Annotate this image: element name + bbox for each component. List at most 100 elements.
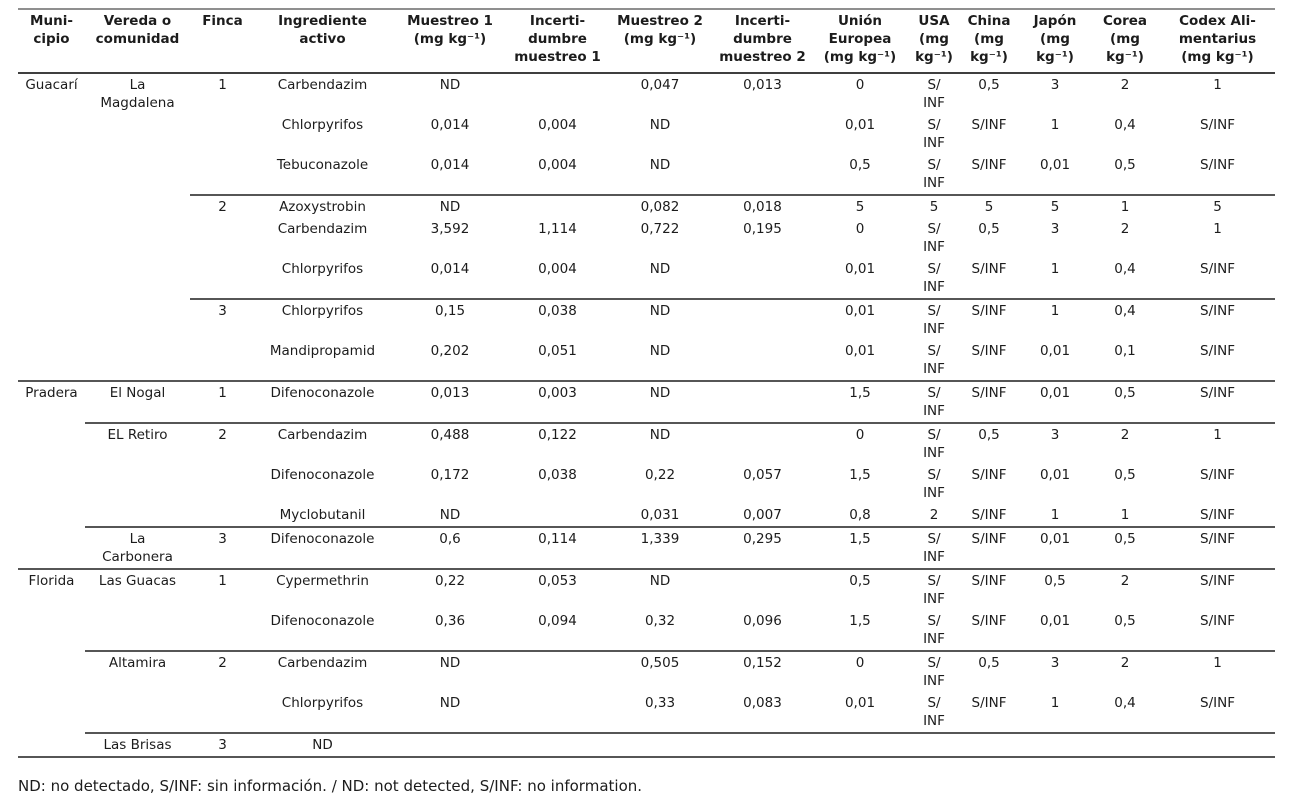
cell-muestreo2: 0,047 [640,77,680,93]
cell-china [958,732,1020,758]
table-row: EL Retiro 2 Carbendazim 0,488 0,122 ND 0… [18,422,1275,464]
table-row: 3 Chlorpyrifos 0,15 0,038 ND 0,01 S/ INF… [18,298,1275,340]
cell-union-europea: 0 [855,77,865,93]
table-row: Difenoconazole 0,36 0,094 0,32 0,096 1,5… [18,610,1275,651]
cell-union-europea: 1,5 [849,467,871,483]
cell-muestreo1: 0,014 [430,117,470,133]
cell-incertidumbre1 [510,650,605,692]
cell-china: S/INF [971,613,1007,629]
cell-japon: 0,01 [1039,343,1071,359]
cell-japon: 3 [1020,422,1090,464]
cell-codex: S/INF [1200,343,1235,359]
cell-japon: 0,01 [1039,613,1071,629]
cell-incertidumbre2: 0,195 [743,221,782,237]
cell-corea: 2 [1090,650,1160,692]
cell-vereda: Las Brisas [85,732,190,758]
cell-muestreo2: ND [605,422,715,464]
cell-muestreo1: 0,202 [430,343,470,359]
cell-corea: 0,5 [1114,157,1136,173]
cell-incertidumbre2: 0,083 [743,695,782,711]
cell-union-europea: 0,01 [844,695,876,711]
cell-incertidumbre2: 0,295 [715,526,810,569]
cell-codex: 1 [1213,221,1222,237]
cell-ingrediente: Difenoconazole [255,380,390,423]
cell-finca: 3 [190,298,255,340]
cell-vereda: Altamira [85,650,190,692]
cell-japon: 0,01 [1039,467,1071,483]
cell-china: S/INF [958,380,1020,423]
cell-usa: S/ INF [910,568,958,610]
cell-union-europea: 0 [810,422,910,464]
cell-muestreo2: 0,33 [644,695,676,711]
cell-vereda [85,154,190,195]
cell-incertidumbre2 [715,422,810,464]
cell-municipio [18,218,85,258]
cell-incertidumbre1: 0,004 [538,117,577,133]
column-header-incertidumbre2: Incerti- dumbre muestreo 2 [715,8,810,74]
cell-china: S/INF [958,568,1020,610]
cell-ingrediente: Carbendazim [255,422,390,464]
cell-corea: 2 [1090,568,1160,610]
cell-muestreo2 [605,732,715,758]
cell-china: S/INF [971,343,1007,359]
cell-union-europea: 1,5 [849,613,871,629]
column-header-ingrediente: Ingrediente activo [255,8,390,74]
column-header-corea: Corea (mg kg⁻¹) [1090,8,1160,74]
cell-vereda [85,504,190,527]
cell-union-europea: 0,01 [844,343,876,359]
cell-usa: S/ INF [923,221,945,255]
cell-usa: S/ INF [923,117,945,151]
cell-union-europea: 1,5 [810,380,910,423]
column-header-municipio: Muni- cipio [18,8,85,74]
table-row: Myclobutanil ND 0,031 0,007 0,8 2 S/INF … [18,504,1275,527]
cell-vereda [85,218,190,258]
cell-vereda [85,114,190,154]
cell-muestreo2: ND [649,343,671,359]
cell-muestreo1: ND [390,194,510,218]
cell-corea: 2 [1120,77,1130,93]
cell-finca: 1 [190,380,255,423]
cell-usa: S/ INF [923,157,945,191]
cell-codex: S/INF [1200,157,1235,173]
cell-codex: S/INF [1200,117,1235,133]
cell-incertidumbre1: 0,004 [538,157,577,173]
cell-muestreo1: 0,488 [390,422,510,464]
cell-codex: S/INF [1160,526,1275,569]
cell-incertidumbre2 [715,114,810,154]
cell-usa: S/ INF [923,343,945,377]
cell-municipio [18,258,85,299]
cell-china: 0,5 [958,422,1020,464]
cell-municipio [18,504,85,527]
cell-china: S/INF [971,467,1007,483]
cell-china: S/INF [971,695,1007,711]
cell-muestreo1: 0,014 [430,261,470,277]
cell-finca [190,340,255,381]
cell-incertidumbre1 [510,73,605,114]
table-row: Florida Las Guacas 1 Cypermethrin 0,22 0… [18,568,1275,610]
cell-ingrediente: Difenoconazole [270,613,375,629]
cell-incertidumbre2: 0,013 [743,77,782,93]
cell-ingrediente: Difenoconazole [270,467,375,483]
pesticide-residue-table: Muni- cipio Vereda o comunidad Finca Ing… [18,8,1275,758]
cell-codex: 5 [1160,194,1275,218]
cell-japon: 0,01 [1020,526,1090,569]
cell-corea: 0,5 [1114,467,1136,483]
cell-corea: 1 [1120,507,1130,523]
cell-incertidumbre1: 0,038 [510,298,605,340]
table-row: Pradera El Nogal 1 Difenoconazole 0,013 … [18,380,1275,423]
cell-vereda: La Carbonera [85,526,190,569]
cell-codex: 1 [1160,422,1275,464]
cell-finca: 2 [190,194,255,218]
cell-incertidumbre1: 0,004 [538,261,577,277]
table-row: Tebuconazole 0,014 0,004 ND 0,5 S/ INF S… [18,154,1275,195]
cell-incertidumbre1: 1,114 [538,221,577,237]
cell-municipio [18,610,85,651]
cell-vereda [85,299,190,340]
cell-muestreo2: 0,505 [605,650,715,692]
cell-incertidumbre1 [510,692,605,733]
column-header-union-europea: Unión Europea (mg kg⁻¹) [810,8,910,74]
cell-ingrediente: Difenoconazole [255,526,390,569]
cell-incertidumbre1: 0,122 [510,422,605,464]
cell-ingrediente: Chlorpyrifos [281,261,364,277]
cell-ingrediente: Carbendazim [277,221,368,237]
